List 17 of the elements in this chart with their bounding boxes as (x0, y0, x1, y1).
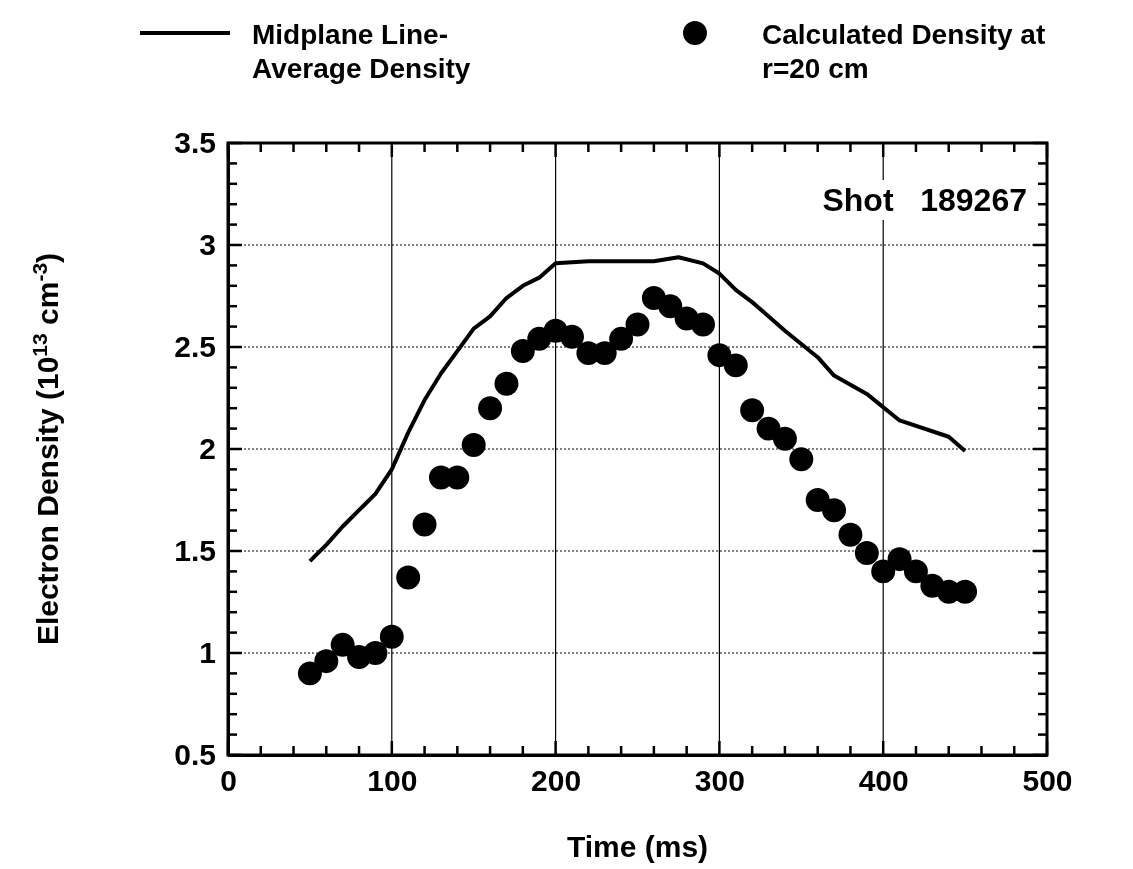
x-tick-label: 300 (694, 764, 745, 797)
y-tick-label: 1 (199, 636, 216, 670)
x-tick-label: 100 (367, 764, 418, 797)
x-tick-label: 0 (220, 764, 237, 797)
legend-label: Calculated Density at r=20 cm (762, 19, 1046, 84)
x-axis-title: Time (ms) (566, 830, 709, 863)
y-tick-label: 3 (199, 228, 216, 262)
y-tick-label: 0.5 (174, 738, 216, 772)
legend-label: Midplane Line-Average Density (252, 19, 471, 84)
y-tick-label: 3.5 (174, 126, 216, 160)
x-tick-label: 200 (531, 764, 582, 797)
annotation: Shot 189267 (822, 182, 1027, 218)
y-tick-label: 2.5 (174, 330, 216, 364)
y-tick-label: 2 (199, 432, 216, 466)
x-tick-label: 500 (1022, 764, 1073, 797)
y-tick-label: 1.5 (174, 534, 216, 568)
x-tick-label: 400 (858, 764, 909, 797)
